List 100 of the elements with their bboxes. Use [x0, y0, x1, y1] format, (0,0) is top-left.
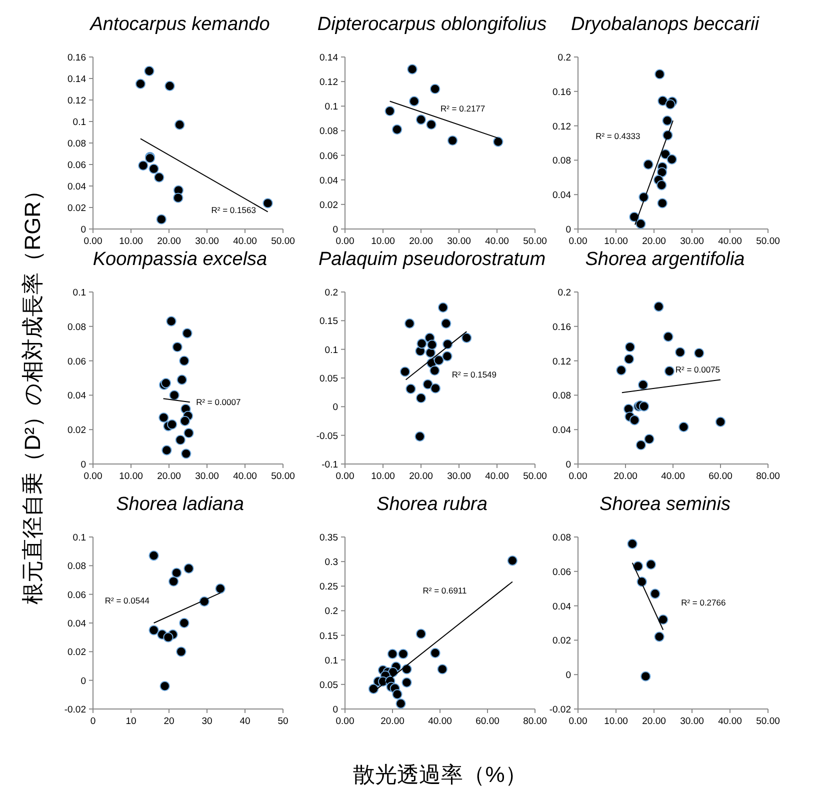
point [666, 154, 677, 164]
point [616, 365, 626, 376]
x-tick-label: 40.00 [233, 471, 257, 482]
point [148, 625, 159, 636]
point [172, 568, 182, 578]
point [164, 80, 175, 92]
point [181, 448, 192, 459]
y-tick-label: 0.04 [320, 175, 338, 186]
point [384, 106, 395, 116]
point [665, 99, 676, 110]
y-tick-label: 0.1 [72, 288, 86, 298]
point [176, 646, 186, 657]
point [175, 434, 186, 446]
point [664, 366, 675, 376]
y-tick-label: 0.2 [558, 288, 571, 298]
y-tick-label: 0.15 [320, 316, 338, 328]
annotation: R² = 0.2766 [681, 597, 726, 608]
point [624, 354, 634, 364]
point [416, 338, 427, 349]
point [396, 698, 406, 709]
y-tick-label: 0.02 [68, 425, 86, 436]
point [392, 124, 402, 135]
x-tick-label: 10 [126, 716, 136, 727]
point [179, 356, 190, 366]
point [148, 164, 159, 174]
y-tick-label: 0.08 [68, 322, 86, 333]
point [507, 555, 518, 566]
y-tick-label: -0.02 [64, 704, 86, 716]
point [169, 390, 180, 400]
annotation: R² = 0.0007 [196, 397, 241, 408]
point [416, 628, 426, 639]
y-tick-label: 0.05 [320, 374, 338, 384]
point [398, 648, 408, 660]
point [434, 355, 444, 366]
y-tick-label: 0.02 [552, 636, 571, 647]
x-tick-label: 30.00 [195, 471, 219, 482]
point [407, 64, 418, 74]
point [409, 96, 420, 106]
y-tick-label: 0 [566, 670, 571, 682]
x-tick-label: 30.00 [447, 471, 471, 482]
x-tick-label: 30.00 [680, 716, 704, 727]
x-tick-label: 0.00 [84, 236, 102, 247]
point [404, 318, 415, 329]
point [144, 66, 154, 76]
y-tick-label: 0.1 [324, 344, 338, 356]
point [654, 632, 664, 642]
chart-title: Antocarpus kemando [89, 14, 270, 35]
x-tick-label: 40.00 [718, 716, 742, 727]
x-tick-label: 80.00 [756, 471, 780, 482]
y-tick-label: 0.08 [552, 390, 571, 402]
point [624, 342, 636, 352]
point [215, 584, 226, 594]
y-tick-label: -0.1 [322, 460, 338, 470]
y-tick-label: 0.16 [68, 52, 86, 64]
point [493, 136, 504, 147]
y-tick-label: 0.1 [324, 102, 338, 113]
chart-title: Shorea rubra [376, 494, 488, 515]
point [440, 318, 452, 329]
y-tick-label: 0.08 [68, 138, 86, 150]
point [172, 342, 182, 352]
x-tick-label: 60.00 [476, 716, 500, 727]
annotation: R² = 0.2177 [440, 104, 486, 114]
y-tick-label: 0.12 [552, 121, 571, 132]
y-tick-label: 0.04 [68, 618, 86, 630]
x-tick-label: 30 [202, 716, 212, 727]
annotation: R² = 0.0544 [104, 596, 150, 606]
x-tick-label: 0.00 [336, 236, 354, 247]
x-tick-label: 60.00 [708, 471, 732, 482]
x-tick-label: 20.00 [642, 716, 666, 727]
point [402, 677, 412, 688]
y-tick-label: 0.3 [324, 557, 338, 568]
point [694, 348, 704, 358]
y-tick-label: 0.06 [68, 160, 86, 171]
point [426, 119, 436, 130]
point [166, 419, 178, 430]
annotation: R² = 0.1549 [452, 370, 497, 380]
y-tick-label: 0.1 [72, 117, 86, 128]
point [163, 632, 174, 642]
x-tick-label: 20.00 [614, 471, 638, 482]
point [156, 214, 166, 224]
point [162, 445, 172, 456]
point [422, 379, 433, 390]
x-tick-label: 0 [90, 716, 96, 727]
x-tick-label: 40.00 [428, 716, 452, 727]
point [447, 135, 458, 146]
y-tick-label: -0.02 [549, 704, 571, 716]
x-tick-label: 50.00 [523, 471, 547, 482]
y-tick-label: 0.25 [320, 582, 338, 593]
x-tick-label: 30.00 [447, 236, 471, 247]
x-tick-label: 50.00 [271, 471, 295, 482]
point [658, 96, 668, 106]
point [400, 366, 410, 377]
y-tick-label: 0 [566, 460, 571, 470]
point [368, 684, 379, 694]
annotation: R² = 0.6911 [422, 585, 468, 596]
point [430, 648, 440, 658]
point [160, 680, 170, 692]
point [154, 172, 164, 182]
point [158, 412, 169, 423]
y-tick-label: 0.08 [320, 126, 338, 138]
